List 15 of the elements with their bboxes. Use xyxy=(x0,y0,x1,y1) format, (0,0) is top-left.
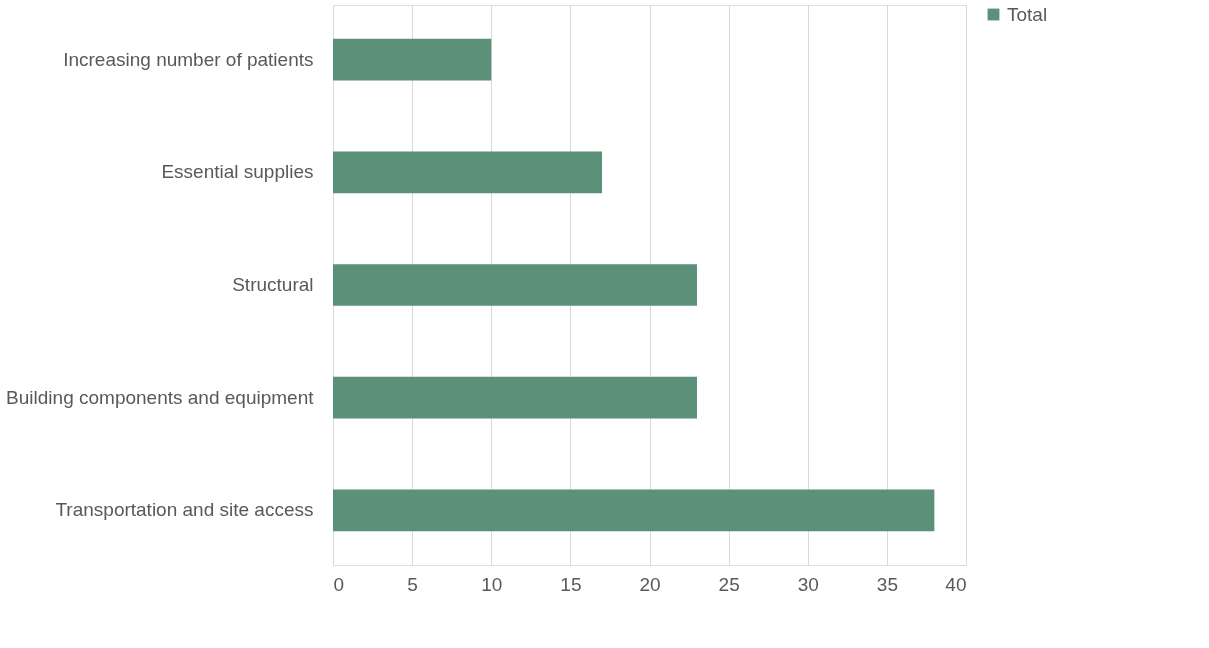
y-tick-label: Transportation and site access xyxy=(55,499,314,521)
y-tick-label: Increasing number of patients xyxy=(63,48,314,70)
y-tick-label: Structural xyxy=(232,274,314,295)
y-tick-label: Essential supplies xyxy=(161,161,314,183)
x-tick-label: 0 xyxy=(333,573,345,595)
x-tick-label: 5 xyxy=(407,573,418,595)
x-tick-label: 20 xyxy=(639,573,661,595)
x-tick-label: 10 xyxy=(481,573,503,595)
legend-label: Total xyxy=(1007,3,1048,25)
x-tick-label: 35 xyxy=(876,573,898,595)
x-tick-label: 40 xyxy=(945,573,967,595)
x-tick-label: 30 xyxy=(797,573,819,595)
x-tick-label: 15 xyxy=(560,573,582,595)
y-tick-label: Building components and equipment xyxy=(6,386,315,408)
x-tick-label: 25 xyxy=(718,573,740,595)
